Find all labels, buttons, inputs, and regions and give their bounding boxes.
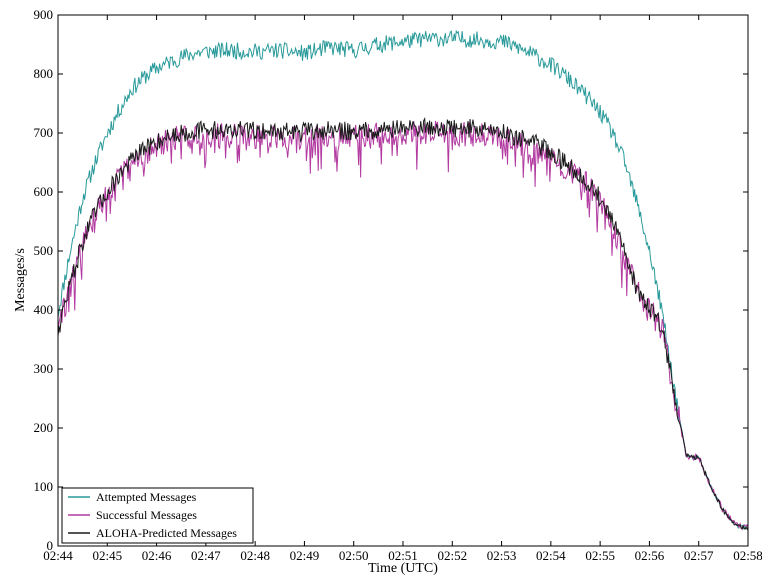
y-tick-label: 600 (34, 184, 54, 199)
y-axis-title: Messages/s (13, 248, 28, 312)
legend: Attempted Messages Successful Messages ALO… (61, 487, 254, 544)
y-tick-label: 500 (34, 243, 54, 258)
y-tick-label: 100 (34, 479, 54, 494)
series-line-1 (57, 29, 749, 530)
x-tick-label: 02:51 (388, 548, 418, 563)
y-tick-label: 800 (34, 66, 54, 81)
series-layer (57, 29, 749, 531)
y-tick-label: 200 (34, 420, 54, 435)
x-tick-label: 02:54 (536, 548, 566, 563)
x-axis-title: Time (UTC) (368, 561, 438, 576)
y-tick-label: 300 (34, 361, 54, 376)
legend-label: Successful Messages (96, 508, 197, 522)
legend-box (61, 487, 254, 544)
x-tick-label: 02:49 (290, 548, 320, 563)
x-tick-label: 02:56 (635, 548, 665, 563)
x-tick-label: 02:52 (437, 548, 467, 563)
y-tick-label: 0 (47, 538, 54, 553)
series-line-3 (57, 117, 749, 531)
x-tick-label: 02:47 (191, 548, 221, 563)
x-tick-label: 02:45 (92, 548, 122, 563)
x-tick-label: 02:58 (733, 548, 762, 563)
y-tick-label: 400 (34, 302, 54, 317)
x-tick-label: 02:53 (487, 548, 517, 563)
y-tick-label: 700 (34, 125, 54, 140)
legend-label: ALOHA-Predicted Messages (96, 526, 237, 540)
legend-label: Attempted Messages (96, 490, 197, 504)
y-axis: 0 100 200 300 400 500 600 700 800 900 (34, 7, 748, 553)
x-tick-label: 02:48 (240, 548, 270, 563)
x-axis: 02:44 02:45 02:46 02:47 02:48 02:49 02:50 02:51… (43, 15, 762, 563)
x-tick-label: 02:57 (684, 548, 714, 563)
x-tick-label: 02:46 (142, 548, 172, 563)
y-tick-label: 900 (34, 7, 54, 22)
x-tick-label: 02:44 (43, 548, 73, 563)
x-tick-label: 02:55 (585, 548, 615, 563)
x-tick-label: 02:50 (339, 548, 369, 563)
